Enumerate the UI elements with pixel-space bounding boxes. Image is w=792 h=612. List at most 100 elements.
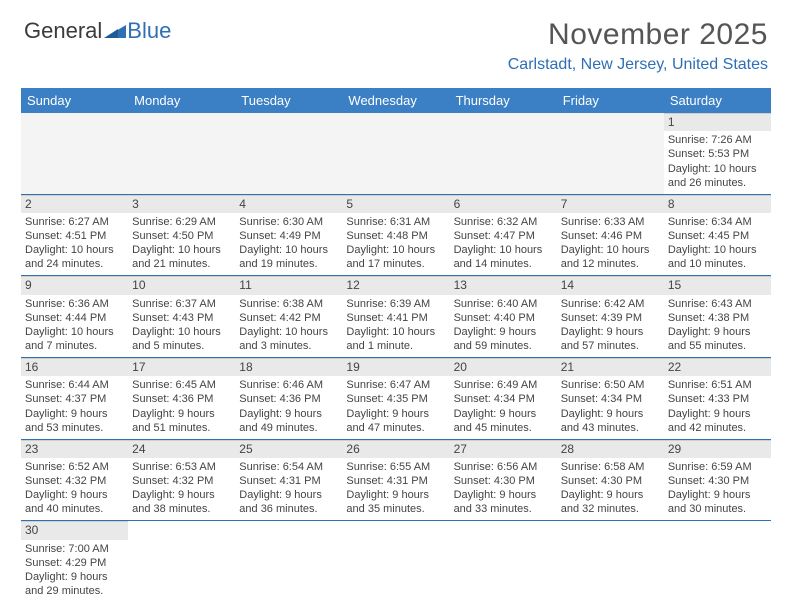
sunrise-text: Sunrise: 6:52 AM: [25, 460, 124, 474]
daylight1-text: Daylight: 9 hours: [454, 407, 553, 421]
calendar-row: 16Sunrise: 6:44 AMSunset: 4:37 PMDayligh…: [21, 358, 771, 440]
daylight2-text: and 17 minutes.: [346, 257, 445, 271]
daylight2-text: and 19 minutes.: [239, 257, 338, 271]
calendar-cell: 27Sunrise: 6:56 AMSunset: 4:30 PMDayligh…: [450, 439, 557, 521]
calendar-cell: [450, 521, 557, 602]
sunrise-text: Sunrise: 6:50 AM: [561, 378, 660, 392]
sunset-text: Sunset: 4:37 PM: [25, 392, 124, 406]
day-number: 11: [235, 276, 342, 294]
sunset-text: Sunset: 4:36 PM: [239, 392, 338, 406]
sunset-text: Sunset: 5:53 PM: [668, 147, 767, 161]
calendar-cell: 10Sunrise: 6:37 AMSunset: 4:43 PMDayligh…: [128, 276, 235, 358]
day-number: 12: [342, 276, 449, 294]
sunrise-text: Sunrise: 6:49 AM: [454, 378, 553, 392]
weekday-header: Sunday: [21, 88, 128, 113]
calendar-cell: 2Sunrise: 6:27 AMSunset: 4:51 PMDaylight…: [21, 194, 128, 276]
calendar-cell: [21, 113, 128, 194]
day-number: 4: [235, 195, 342, 213]
calendar-cell: 24Sunrise: 6:53 AMSunset: 4:32 PMDayligh…: [128, 439, 235, 521]
daylight1-text: Daylight: 9 hours: [132, 407, 231, 421]
day-number: 14: [557, 276, 664, 294]
sunrise-text: Sunrise: 6:53 AM: [132, 460, 231, 474]
daylight1-text: Daylight: 9 hours: [25, 407, 124, 421]
sunset-text: Sunset: 4:39 PM: [561, 311, 660, 325]
daylight1-text: Daylight: 10 hours: [668, 243, 767, 257]
daylight2-text: and 10 minutes.: [668, 257, 767, 271]
sunset-text: Sunset: 4:30 PM: [454, 474, 553, 488]
weekday-header: Friday: [557, 88, 664, 113]
weekday-header-row: Sunday Monday Tuesday Wednesday Thursday…: [21, 88, 771, 113]
day-number: 21: [557, 358, 664, 376]
calendar-cell: [235, 113, 342, 194]
logo-text-part1: General: [24, 18, 102, 44]
calendar-row: 1Sunrise: 7:26 AMSunset: 5:53 PMDaylight…: [21, 113, 771, 194]
calendar-row: 9Sunrise: 6:36 AMSunset: 4:44 PMDaylight…: [21, 276, 771, 358]
location-text: Carlstadt, New Jersey, United States: [508, 56, 768, 74]
daylight1-text: Daylight: 9 hours: [25, 488, 124, 502]
day-number: 25: [235, 440, 342, 458]
daylight1-text: Daylight: 9 hours: [346, 488, 445, 502]
sunset-text: Sunset: 4:46 PM: [561, 229, 660, 243]
sunrise-text: Sunrise: 6:27 AM: [25, 215, 124, 229]
sunrise-text: Sunrise: 6:32 AM: [454, 215, 553, 229]
header: General Blue November 2025 Carlstadt, Ne…: [0, 0, 792, 80]
day-number: 30: [21, 521, 128, 539]
daylight2-text: and 1 minute.: [346, 339, 445, 353]
daylight2-text: and 30 minutes.: [668, 502, 767, 516]
daylight1-text: Daylight: 10 hours: [239, 325, 338, 339]
calendar-cell: 14Sunrise: 6:42 AMSunset: 4:39 PMDayligh…: [557, 276, 664, 358]
daylight2-text: and 45 minutes.: [454, 421, 553, 435]
calendar-cell: [128, 521, 235, 602]
daylight2-text: and 3 minutes.: [239, 339, 338, 353]
calendar-cell: [557, 521, 664, 602]
sunset-text: Sunset: 4:31 PM: [239, 474, 338, 488]
calendar-cell: 30Sunrise: 7:00 AMSunset: 4:29 PMDayligh…: [21, 521, 128, 602]
calendar-cell: 22Sunrise: 6:51 AMSunset: 4:33 PMDayligh…: [664, 358, 771, 440]
calendar-cell: 17Sunrise: 6:45 AMSunset: 4:36 PMDayligh…: [128, 358, 235, 440]
daylight1-text: Daylight: 10 hours: [132, 243, 231, 257]
daylight2-text: and 32 minutes.: [561, 502, 660, 516]
sunrise-text: Sunrise: 6:43 AM: [668, 297, 767, 311]
daylight1-text: Daylight: 10 hours: [132, 325, 231, 339]
day-number: 6: [450, 195, 557, 213]
day-number: 24: [128, 440, 235, 458]
calendar-cell: 21Sunrise: 6:50 AMSunset: 4:34 PMDayligh…: [557, 358, 664, 440]
calendar-cell: 4Sunrise: 6:30 AMSunset: 4:49 PMDaylight…: [235, 194, 342, 276]
sunset-text: Sunset: 4:50 PM: [132, 229, 231, 243]
daylight1-text: Daylight: 10 hours: [239, 243, 338, 257]
day-number: 13: [450, 276, 557, 294]
daylight2-text: and 14 minutes.: [454, 257, 553, 271]
sunset-text: Sunset: 4:29 PM: [25, 556, 124, 570]
day-number: 5: [342, 195, 449, 213]
daylight2-text: and 43 minutes.: [561, 421, 660, 435]
daylight2-text: and 26 minutes.: [668, 176, 767, 190]
daylight1-text: Daylight: 10 hours: [454, 243, 553, 257]
calendar-cell: [557, 113, 664, 194]
sunrise-text: Sunrise: 6:55 AM: [346, 460, 445, 474]
day-number: 29: [664, 440, 771, 458]
sunrise-text: Sunrise: 6:45 AM: [132, 378, 231, 392]
sunrise-text: Sunrise: 6:37 AM: [132, 297, 231, 311]
sunset-text: Sunset: 4:35 PM: [346, 392, 445, 406]
sunrise-text: Sunrise: 6:34 AM: [668, 215, 767, 229]
weekday-header: Wednesday: [342, 88, 449, 113]
daylight1-text: Daylight: 9 hours: [561, 325, 660, 339]
calendar-cell: 29Sunrise: 6:59 AMSunset: 4:30 PMDayligh…: [664, 439, 771, 521]
day-number: 1: [664, 113, 771, 131]
sunrise-text: Sunrise: 6:40 AM: [454, 297, 553, 311]
calendar-row: 23Sunrise: 6:52 AMSunset: 4:32 PMDayligh…: [21, 439, 771, 521]
daylight1-text: Daylight: 9 hours: [454, 488, 553, 502]
sunset-text: Sunset: 4:41 PM: [346, 311, 445, 325]
calendar-cell: 19Sunrise: 6:47 AMSunset: 4:35 PMDayligh…: [342, 358, 449, 440]
daylight1-text: Daylight: 10 hours: [25, 243, 124, 257]
sunset-text: Sunset: 4:34 PM: [454, 392, 553, 406]
daylight1-text: Daylight: 10 hours: [561, 243, 660, 257]
day-number: 19: [342, 358, 449, 376]
sunrise-text: Sunrise: 6:31 AM: [346, 215, 445, 229]
daylight2-text: and 47 minutes.: [346, 421, 445, 435]
daylight1-text: Daylight: 10 hours: [346, 243, 445, 257]
calendar-cell: 3Sunrise: 6:29 AMSunset: 4:50 PMDaylight…: [128, 194, 235, 276]
sunset-text: Sunset: 4:49 PM: [239, 229, 338, 243]
day-number: 9: [21, 276, 128, 294]
daylight1-text: Daylight: 9 hours: [561, 488, 660, 502]
